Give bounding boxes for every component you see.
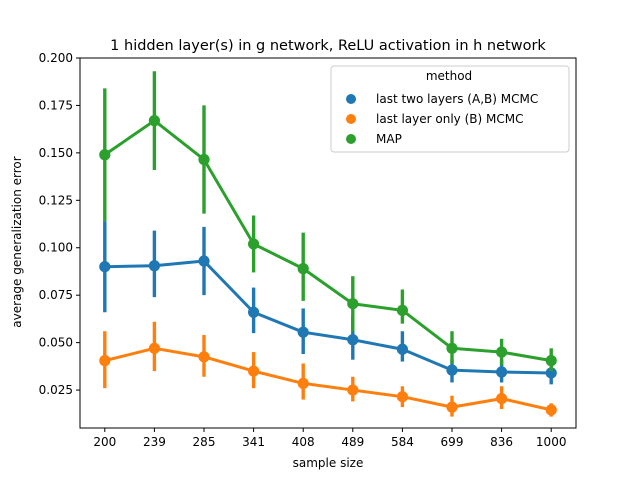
legend-marker-series-1	[346, 114, 356, 124]
y-tick-label: 0.050	[39, 336, 73, 350]
data-point	[297, 377, 309, 390]
x-tick-label: 341	[242, 435, 265, 449]
data-point	[248, 306, 260, 318]
data-point	[148, 260, 160, 272]
legend: method last two layers (A,B) MCMC last l…	[330, 65, 570, 153]
data-point	[446, 342, 458, 354]
legend-marker-series-2	[346, 134, 356, 144]
data-point	[99, 355, 111, 367]
data-point	[148, 342, 160, 354]
data-point	[198, 153, 210, 166]
y-tick-label: 0.150	[39, 146, 73, 160]
x-tick-label: 285	[193, 435, 216, 449]
chart-title: 1 hidden layer(s) in g network, ReLU act…	[110, 38, 546, 54]
x-tick-label: 239	[143, 435, 166, 449]
legend-marker-series-0	[346, 94, 356, 104]
data-point	[545, 404, 557, 416]
data-point	[545, 355, 557, 367]
data-point	[496, 366, 508, 378]
data-point	[396, 304, 408, 316]
data-point	[446, 401, 458, 413]
legend-label-series-1: last layer only (B) MCMC	[376, 112, 523, 126]
data-point	[297, 326, 309, 338]
data-point	[99, 149, 111, 161]
x-tick-label: 200	[93, 435, 116, 449]
data-point	[297, 263, 309, 275]
series-1	[99, 321, 557, 417]
data-point	[496, 392, 508, 405]
data-point	[198, 255, 210, 267]
series-2	[99, 71, 557, 372]
x-tick-label: 699	[441, 435, 464, 449]
data-point	[248, 365, 260, 377]
data-point	[545, 367, 557, 379]
series-0	[99, 221, 557, 385]
series-line	[103, 119, 552, 363]
legend-label-series-0: last two layers (A,B) MCMC	[376, 92, 538, 106]
data-point	[347, 298, 359, 310]
data-point	[347, 384, 359, 396]
axes-frame	[79, 57, 577, 429]
legend-frame	[330, 65, 570, 153]
y-axis-label: average generalization error	[10, 156, 24, 327]
data-point	[347, 334, 359, 346]
x-tick-label: 408	[292, 435, 315, 449]
x-tick-label: 1000	[536, 435, 567, 449]
y-tick-label: 0.125	[39, 193, 73, 207]
data-point	[496, 346, 508, 358]
data-point	[198, 351, 210, 363]
legend-label-series-2: MAP	[376, 132, 402, 146]
y-tick-label: 0.175	[39, 98, 73, 112]
data-point	[148, 115, 160, 127]
x-tick-label: 489	[341, 435, 364, 449]
x-axis-label: sample size	[293, 456, 364, 470]
x-tick-label: 836	[490, 435, 513, 449]
y-tick-label: 0.200	[39, 51, 73, 65]
series-line	[104, 259, 552, 375]
data-point	[396, 391, 408, 403]
series-line	[104, 346, 552, 412]
legend-title: method	[426, 69, 472, 83]
y-tick-label: 0.025	[39, 383, 73, 397]
data-point	[396, 343, 408, 355]
data-point	[248, 238, 260, 250]
plot-area: 0.025 0.050 0.075 0.100 0.125 0.150 0.175 0.200…	[39, 51, 577, 449]
data-point	[446, 364, 458, 376]
y-tick-label: 0.075	[39, 288, 73, 302]
y-tick-label: 0.100	[39, 241, 73, 255]
data-point	[99, 261, 111, 273]
x-tick-label: 584	[391, 435, 414, 449]
